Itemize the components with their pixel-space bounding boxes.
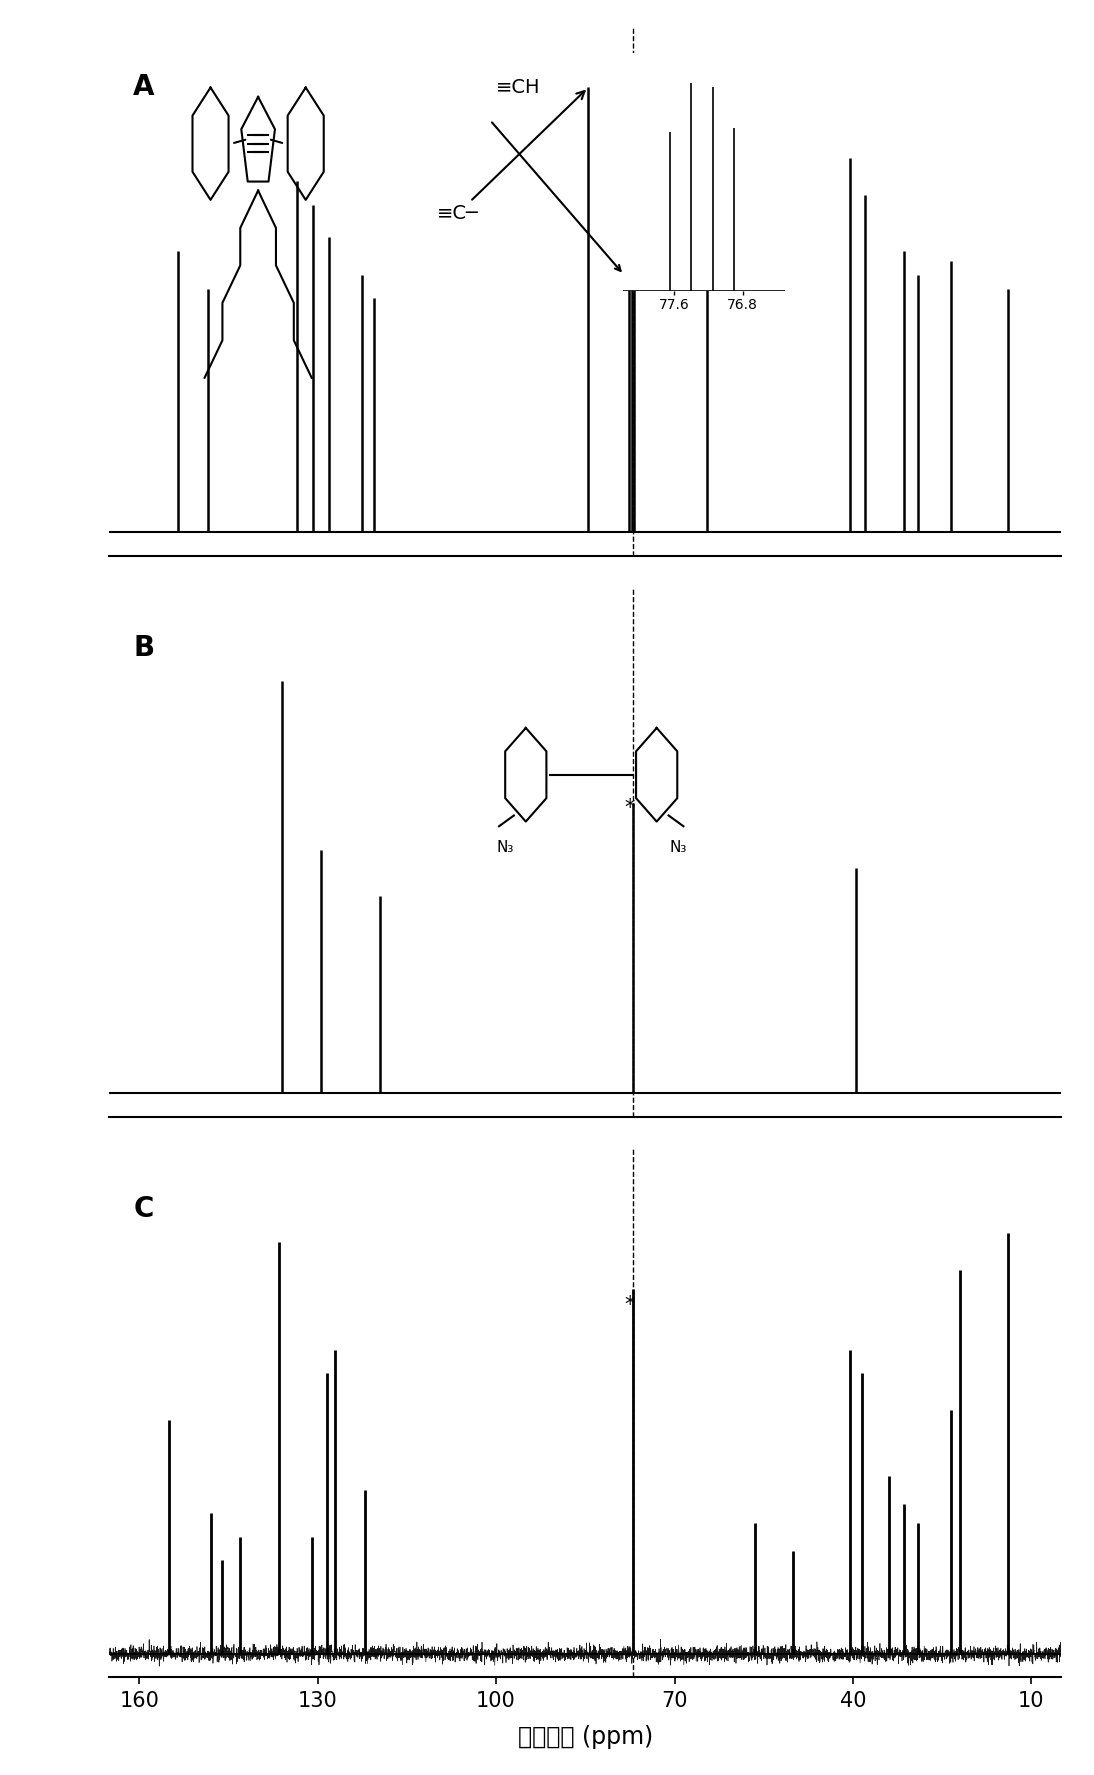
Text: *: * xyxy=(624,1296,635,1315)
Text: B: B xyxy=(133,634,154,662)
Text: C: C xyxy=(133,1195,153,1223)
Text: ≡C─: ≡C─ xyxy=(437,91,584,224)
Text: N₃: N₃ xyxy=(496,840,513,856)
X-axis label: 化学位移 (ppm): 化学位移 (ppm) xyxy=(517,1725,653,1748)
Text: ≡CH: ≡CH xyxy=(496,78,540,98)
Text: *: * xyxy=(624,799,635,818)
Text: N₃: N₃ xyxy=(670,840,686,856)
Text: A: A xyxy=(133,73,154,101)
